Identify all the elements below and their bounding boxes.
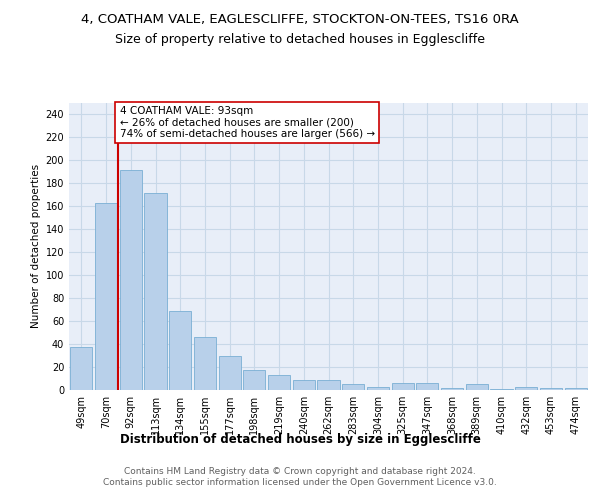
- Bar: [95, 202, 117, 390]
- Bar: [218, 356, 241, 390]
- Bar: [540, 388, 562, 390]
- Bar: [490, 389, 512, 390]
- Text: Size of property relative to detached houses in Egglescliffe: Size of property relative to detached ho…: [115, 32, 485, 46]
- Bar: [70, 348, 92, 390]
- Text: 4, COATHAM VALE, EAGLESCLIFFE, STOCKTON-ON-TEES, TS16 0RA: 4, COATHAM VALE, EAGLESCLIFFE, STOCKTON-…: [81, 12, 519, 26]
- Bar: [416, 383, 439, 390]
- Bar: [243, 370, 265, 390]
- Bar: [293, 380, 315, 390]
- Text: Distribution of detached houses by size in Egglescliffe: Distribution of detached houses by size …: [119, 432, 481, 446]
- Bar: [441, 388, 463, 390]
- Bar: [119, 170, 142, 390]
- Bar: [466, 384, 488, 390]
- Bar: [565, 388, 587, 390]
- Bar: [194, 337, 216, 390]
- Text: 4 COATHAM VALE: 93sqm
← 26% of detached houses are smaller (200)
74% of semi-det: 4 COATHAM VALE: 93sqm ← 26% of detached …: [119, 106, 375, 139]
- Bar: [268, 375, 290, 390]
- Bar: [515, 386, 538, 390]
- Bar: [169, 310, 191, 390]
- Y-axis label: Number of detached properties: Number of detached properties: [31, 164, 41, 328]
- Bar: [342, 384, 364, 390]
- Bar: [317, 380, 340, 390]
- Text: Contains HM Land Registry data © Crown copyright and database right 2024.
Contai: Contains HM Land Registry data © Crown c…: [103, 468, 497, 487]
- Bar: [145, 194, 167, 390]
- Bar: [367, 386, 389, 390]
- Bar: [392, 383, 414, 390]
